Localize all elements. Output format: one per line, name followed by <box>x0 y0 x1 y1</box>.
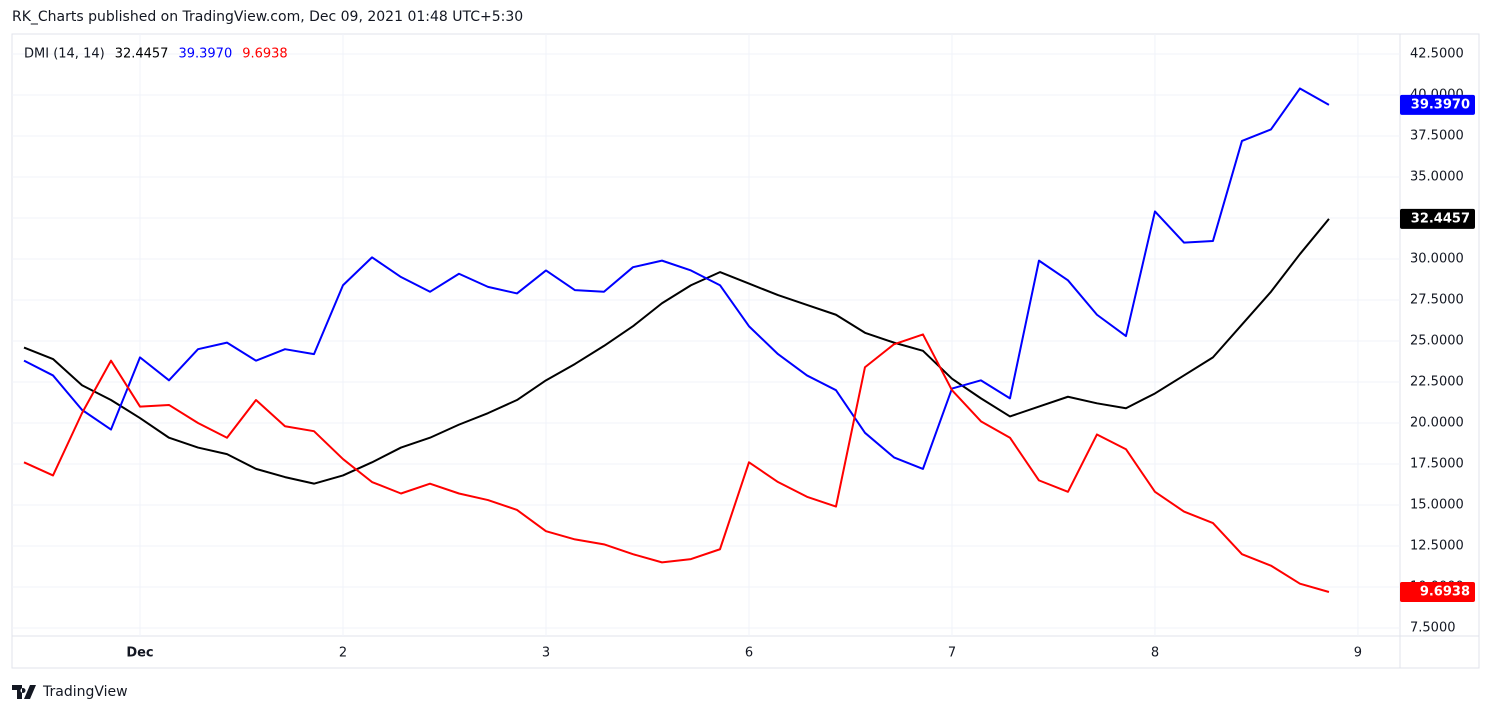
y-tick-label: 12.5000 <box>1410 538 1464 553</box>
y-tick-label: 27.5000 <box>1410 292 1464 307</box>
price-badge <box>1400 208 1475 229</box>
y-tick-label: 37.5000 <box>1410 129 1464 144</box>
footer: TradingView <box>12 684 128 700</box>
y-tick-label: 17.5000 <box>1410 456 1464 471</box>
brand: TradingView <box>43 684 128 700</box>
x-tick-label: 9 <box>1354 646 1362 661</box>
price-badge-label: 9.6938 <box>1420 584 1470 599</box>
x-tick-label: 6 <box>745 646 753 661</box>
x-tick-label: Dec <box>126 646 153 661</box>
price-badge <box>1400 94 1475 115</box>
legend-value: 32.4457 <box>115 47 169 62</box>
y-tick-label: 42.5000 <box>1410 47 1464 62</box>
y-tick-label: 7.5000 <box>1410 620 1456 635</box>
x-tick-label: 7 <box>948 646 956 661</box>
chart-frame <box>11 33 1480 669</box>
y-tick-label: 22.5000 <box>1410 374 1464 389</box>
y-tick-label: 25.0000 <box>1410 333 1464 348</box>
legend-label: DMI (14, 14) <box>24 47 105 62</box>
dmi-line <box>23 87 1330 470</box>
header: RK_Charts published on TradingView.com, … <box>12 9 524 25</box>
y-tick-label: 35.0000 <box>1410 169 1464 184</box>
y-tick-label: 20.0000 <box>1410 415 1464 430</box>
y-tick-label: 30.0000 <box>1410 251 1464 266</box>
price-badge-label: 39.3970 <box>1411 97 1470 112</box>
price-badge-label: 32.4457 <box>1411 211 1470 226</box>
logo <box>12 685 36 699</box>
y-tick-label: 15.0000 <box>1410 497 1464 512</box>
legend-value: 9.6938 <box>242 47 288 62</box>
dmi-line <box>23 218 1330 485</box>
x-tick-label: 3 <box>542 646 550 661</box>
dmi-line <box>23 333 1330 593</box>
x-tick-label: 8 <box>1151 646 1159 661</box>
x-tick-label: 2 <box>339 646 347 661</box>
price-badge <box>1400 581 1475 602</box>
legend-value: 39.3970 <box>178 47 232 62</box>
